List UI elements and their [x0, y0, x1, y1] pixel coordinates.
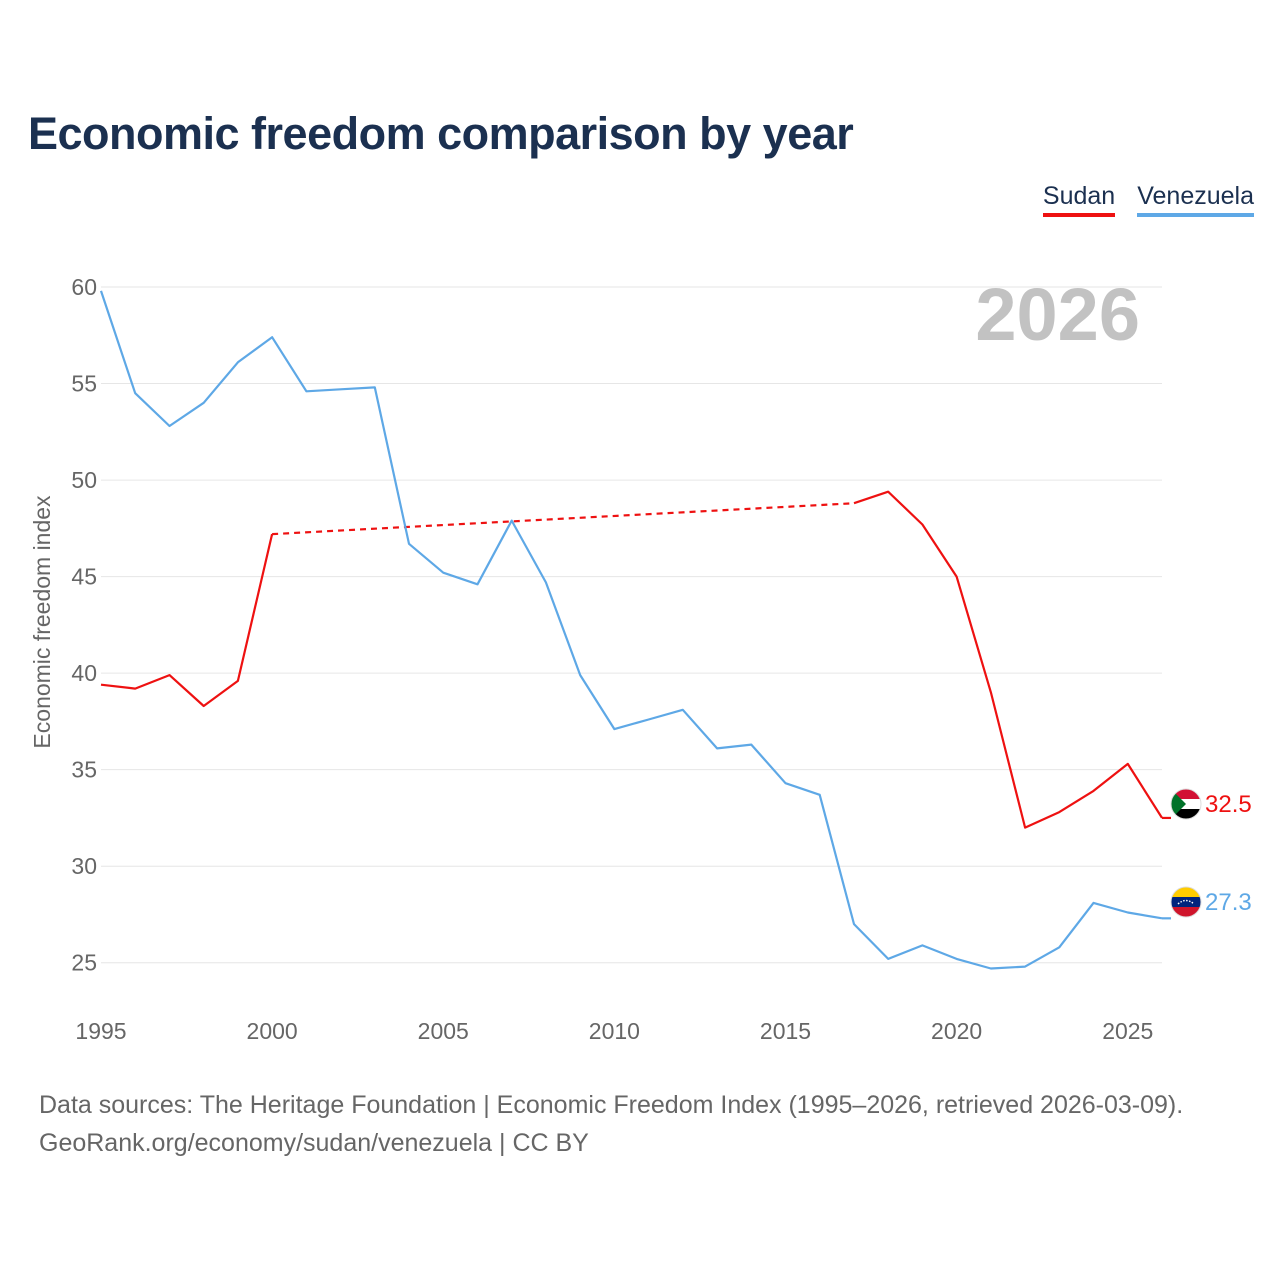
- line-chart: 25 30 35 40 45 50 55 60 1995 2000 2005 2010 2015 202…: [29, 273, 1252, 1044]
- current-year-label: 2026: [975, 273, 1140, 356]
- legend: Sudan Venezuela: [1042, 182, 1254, 217]
- venezuela-flag-icon: [1170, 886, 1202, 918]
- footer-sources: Data sources: The Heritage Foundation | …: [39, 1091, 1184, 1119]
- y-tick-label: 50: [71, 467, 97, 493]
- sudan-flag-icon: [1170, 788, 1202, 820]
- x-tick-label: 2015: [760, 1018, 811, 1044]
- series-lines: [99, 290, 1171, 970]
- x-axis: 1995 2000 2005 2010 2015 2020 2025: [75, 1018, 1153, 1044]
- x-tick-label: 2000: [247, 1018, 298, 1044]
- y-tick-label: 30: [71, 853, 97, 879]
- x-tick-label: 2010: [589, 1018, 640, 1044]
- x-tick-label: 2005: [418, 1018, 469, 1044]
- y-tick-label: 45: [71, 564, 97, 590]
- series-line-venezuela: [99, 290, 1163, 970]
- series-gap-sudan: [272, 502, 855, 536]
- chart-title: Economic freedom comparison by year: [28, 108, 854, 159]
- y-tick-label: 25: [71, 950, 97, 976]
- y-axis: 25 30 35 40 45 50 55 60: [71, 274, 97, 976]
- x-tick-label: 2025: [1102, 1018, 1153, 1044]
- y-tick-label: 35: [71, 757, 97, 783]
- y-tick-label: 55: [71, 371, 97, 397]
- y-axis-label: Economic freedom index: [29, 495, 55, 749]
- series-line-sudan: [100, 533, 274, 708]
- legend-item-venezuela[interactable]: Venezuela: [1137, 182, 1254, 217]
- footer-attribution[interactable]: GeoRank.org/economy/sudan/venezuela | CC…: [39, 1129, 589, 1157]
- x-tick-label: 1995: [75, 1018, 126, 1044]
- end-value-label-venezuela: 27.3: [1205, 889, 1252, 916]
- end-value-label-sudan: 32.5: [1205, 791, 1252, 818]
- footer: Data sources: The Heritage Foundation | …: [39, 1086, 1183, 1162]
- legend-item-sudan[interactable]: Sudan: [1042, 182, 1116, 217]
- series-line-sudan: [853, 490, 1163, 829]
- x-tick-label: 2020: [931, 1018, 982, 1044]
- y-tick-label: 60: [71, 274, 97, 300]
- y-tick-label: 40: [71, 660, 97, 686]
- gridlines: [101, 286, 1162, 964]
